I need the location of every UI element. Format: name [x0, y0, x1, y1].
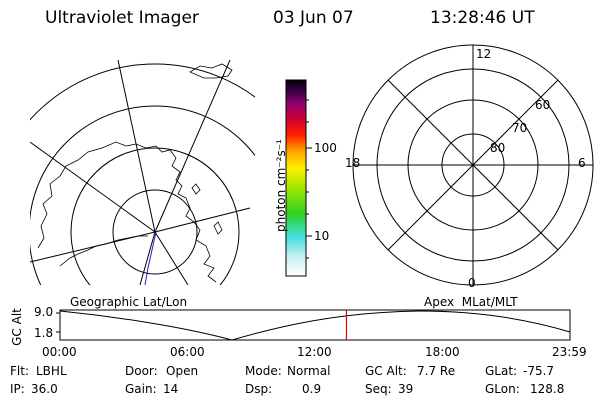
- timeline-frame: [59, 309, 571, 341]
- geo-lat-circle-3: [30, 105, 255, 285]
- info-mode-value: Normal: [287, 364, 331, 378]
- geo-meridian-5: [139, 231, 156, 285]
- timeline-ylabel: GC Alt: [10, 308, 24, 346]
- info-ip-value: 36.0: [31, 382, 58, 396]
- timeline-xtick-2359: 23:59: [552, 345, 587, 359]
- geo-meridian-7: [154, 60, 231, 233]
- geo-meridian-1: [117, 60, 156, 233]
- info-flt-label: Flt:: [10, 364, 29, 378]
- info-dsp-label: Dsp:: [245, 382, 273, 396]
- info-gain-label: Gain:: [125, 382, 157, 396]
- info-gcalt-value: 7.7 Re: [417, 364, 456, 378]
- timeline-xtick-1200: 12:00: [297, 345, 332, 359]
- timeline-ytick-9: 9.0: [34, 305, 54, 319]
- geo-meridian-2: [30, 141, 156, 233]
- coastline: [37, 141, 217, 283]
- colorbar-tick-label-10: 10: [314, 229, 330, 243]
- info-mode-label: Mode:: [245, 364, 282, 378]
- geo-lat-circle-4: [30, 63, 255, 121]
- geo-lat-circle-2: [70, 147, 240, 285]
- info-door-value: Open: [166, 364, 199, 378]
- mlt-label-0: 0: [468, 276, 476, 290]
- observation-time: 13:28:46 UT: [430, 8, 535, 28]
- info-glat-value: -75.7: [523, 364, 555, 378]
- geo-meridian-3: [154, 207, 251, 233]
- info-door-label: Door:: [125, 364, 158, 378]
- colorbar: [285, 79, 312, 277]
- info-glon-label: GLon:: [485, 382, 520, 396]
- info-flt-value: LBHL: [36, 364, 67, 378]
- mlat-label-80: 80: [490, 141, 506, 155]
- geographic-map: [30, 60, 255, 285]
- info-glat-label: GLat:: [485, 364, 518, 378]
- geographic-caption: Geographic Lat/Lon: [70, 295, 188, 309]
- polar-plot: [352, 44, 594, 286]
- apex-caption: Apex MLat/MLT: [424, 295, 518, 309]
- mlt-label-6: 6: [578, 156, 586, 170]
- timeline-plot: [56, 309, 571, 341]
- info-glon-value: 128.8: [530, 382, 565, 396]
- altitude-curve: [59, 310, 571, 341]
- timeline-ytick-1.8: 1.8: [34, 326, 54, 340]
- geo-meridian-6: [154, 231, 189, 285]
- colorbar-tick-label-100: 100: [314, 141, 337, 155]
- coastline-islands: [189, 63, 233, 235]
- mlat-label-60: 60: [535, 98, 551, 112]
- mlt-label-18: 18: [345, 156, 361, 170]
- info-seq-label: Seq:: [365, 382, 392, 396]
- info-ip-label: IP:: [10, 382, 25, 396]
- instrument-title: Ultraviolet Imager: [45, 8, 199, 28]
- info-seq-value: 39: [398, 382, 414, 396]
- timeline-xtick-0000: 00:00: [42, 345, 77, 359]
- ground-track: [144, 231, 157, 285]
- observation-date: 03 Jun 07: [273, 8, 354, 28]
- info-dsp-value: 0.9: [302, 382, 322, 396]
- timeline-xtick-0600: 06:00: [170, 345, 205, 359]
- info-gain-value: 14: [163, 382, 179, 396]
- mlat-label-70: 70: [512, 121, 528, 135]
- info-gcalt-label: GC Alt:: [365, 364, 407, 378]
- mlt-label-12: 12: [476, 47, 492, 61]
- timeline-xtick-1800: 18:00: [425, 345, 460, 359]
- geo-lat-circle-1: [112, 189, 198, 275]
- colorbar-unit-label: photon cm⁻²s⁻¹: [274, 139, 288, 232]
- mlt-diagonal-2: [387, 79, 559, 251]
